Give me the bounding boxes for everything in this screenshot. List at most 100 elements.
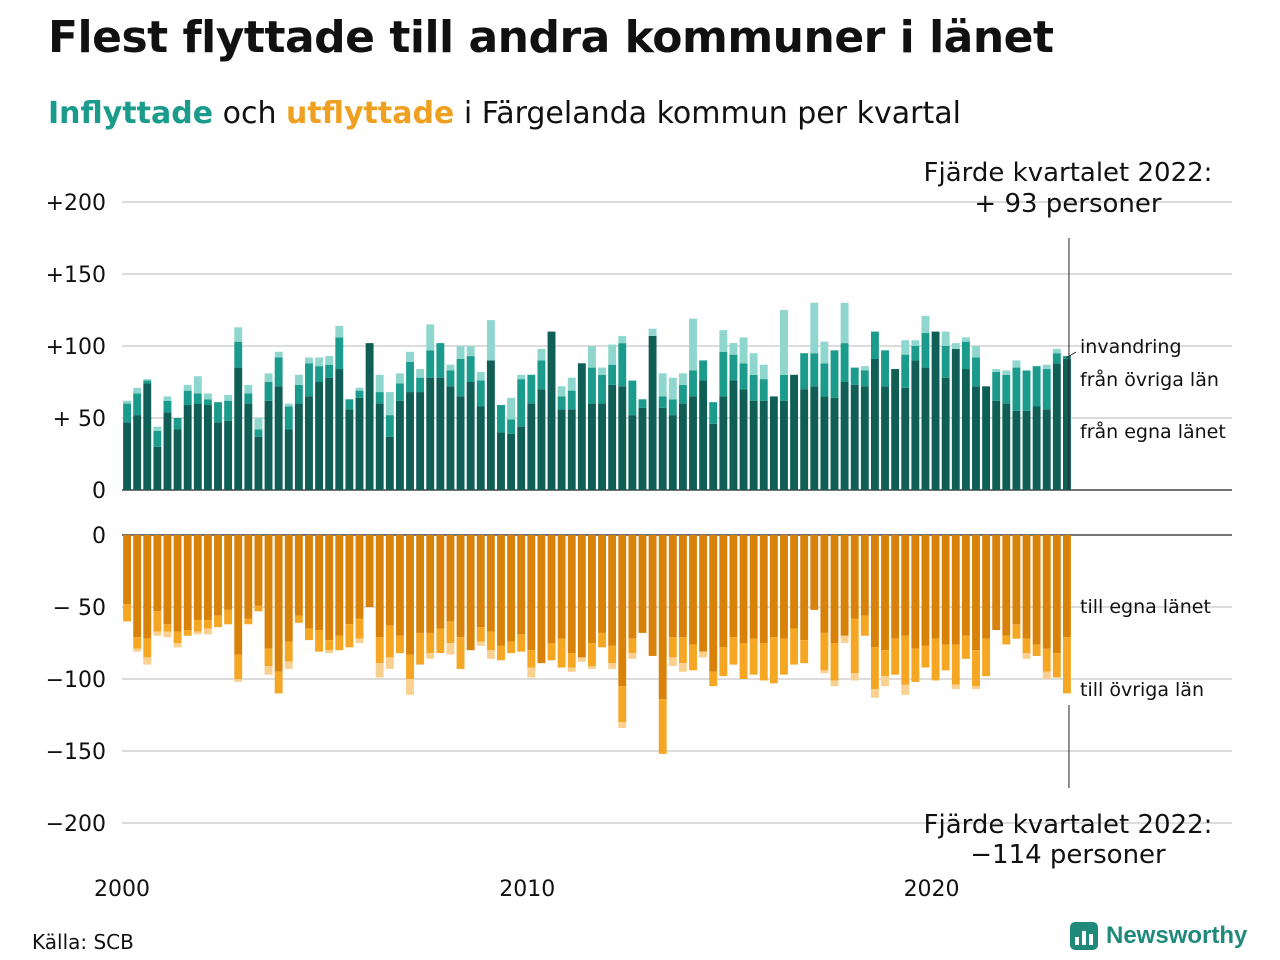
bar-out-segment	[678, 637, 687, 664]
bar-out-segment	[567, 535, 576, 654]
bar-out-segment	[385, 535, 394, 626]
bar-in-segment	[123, 403, 131, 423]
bar-in-segment	[153, 430, 162, 447]
bar-out-segment	[850, 673, 859, 681]
bar-out-segment	[790, 628, 799, 665]
bar-in-segment	[992, 371, 1001, 401]
bar-out-segment	[729, 637, 738, 665]
bar-out-segment	[800, 640, 809, 664]
bar-out-segment	[567, 667, 576, 672]
bar-out-segment	[840, 535, 849, 636]
bar-in-segment	[780, 374, 788, 401]
bar-out-segment	[173, 631, 182, 643]
bar-out-segment	[214, 535, 222, 616]
bar-out-segment	[214, 615, 222, 628]
bar-in-segment	[173, 429, 182, 490]
bar-out-segment	[668, 657, 677, 667]
bar-out-segment	[173, 535, 182, 632]
newsworthy-logo: Newsworthy	[1070, 922, 1247, 950]
bar-out-segment	[769, 535, 778, 638]
bar-in-segment	[385, 436, 394, 490]
bar-out-segment	[972, 535, 980, 651]
bar-in-segment	[446, 386, 455, 490]
bar-in-segment	[163, 412, 172, 490]
bar-in-segment	[537, 348, 546, 361]
bar-in-segment	[426, 350, 435, 378]
bar-in-segment	[729, 380, 738, 490]
bar-in-segment	[234, 367, 243, 490]
bar-in-segment	[143, 380, 152, 384]
bar-out-segment	[830, 680, 839, 687]
source-label: Källa: SCB	[32, 930, 134, 954]
bar-in-segment	[820, 341, 829, 364]
bar-in-segment	[355, 390, 364, 398]
bar-in-segment	[436, 377, 445, 490]
bar-in-segment	[739, 363, 748, 390]
bar-out-segment	[638, 535, 647, 633]
bar-out-segment	[527, 535, 536, 651]
bar-in-segment	[820, 363, 829, 397]
bar-in-segment	[961, 337, 970, 342]
bar-out-segment	[881, 676, 889, 687]
chart-subtitle: Inflyttade och utflyttade i Färgelanda k…	[48, 96, 961, 131]
y-tick-bottom: −100	[46, 668, 106, 693]
bar-out-segment	[284, 535, 293, 642]
bar-out-segment	[648, 535, 657, 656]
bar-in-segment	[820, 396, 829, 490]
bar-in-segment	[689, 396, 697, 490]
bar-in-segment	[507, 419, 516, 434]
bar-in-segment	[972, 346, 980, 358]
bar-out-segment	[335, 635, 344, 651]
bar-out-segment	[800, 535, 809, 641]
bar-in-segment	[375, 392, 384, 404]
bar-out-segment	[870, 535, 879, 648]
bar-out-segment	[476, 627, 485, 642]
bar-in-segment	[355, 397, 364, 490]
bar-in-segment	[951, 343, 960, 349]
bar-in-segment	[567, 377, 576, 391]
bar-out-segment	[759, 535, 768, 643]
bar-out-segment	[133, 648, 142, 652]
label-till-ovriga-lan: till övriga län	[1080, 679, 1204, 701]
bar-out-segment	[325, 650, 334, 654]
bar-in-segment	[749, 353, 758, 375]
bar-in-segment	[678, 384, 687, 404]
bar-in-segment	[173, 418, 182, 430]
bar-in-segment	[517, 374, 526, 380]
bar-out-segment	[1042, 648, 1051, 672]
bar-in-segment	[618, 386, 627, 490]
bar-in-segment	[305, 396, 313, 490]
bar-in-segment	[608, 364, 617, 385]
bar-in-segment	[1042, 369, 1051, 410]
bar-in-segment	[497, 432, 505, 490]
bar-out-segment	[739, 535, 748, 643]
bar-in-segment	[739, 389, 748, 490]
bar-in-segment	[244, 384, 253, 394]
bar-in-segment	[911, 340, 920, 346]
bar-out-segment	[1002, 635, 1011, 645]
bar-in-segment	[507, 397, 516, 420]
bar-out-segment	[911, 648, 920, 682]
bar-out-segment	[941, 535, 950, 645]
label-fran-egna-lanet: från egna länet	[1080, 420, 1226, 443]
bar-out-segment	[557, 638, 566, 668]
bar-out-segment	[860, 615, 869, 636]
bar-in-segment	[345, 399, 354, 410]
bar-out-segment	[921, 645, 930, 668]
bar-out-segment	[790, 535, 799, 629]
bar-in-segment	[133, 387, 142, 394]
bar-in-segment	[648, 328, 657, 336]
bar-out-segment	[203, 628, 212, 635]
bar-in-segment	[870, 331, 879, 359]
bar-out-segment	[911, 535, 920, 649]
x-tick: 2020	[904, 877, 960, 902]
bar-in-segment	[1022, 410, 1031, 490]
bar-in-segment	[183, 405, 192, 490]
bar-in-segment	[476, 406, 485, 490]
bar-in-segment	[961, 369, 970, 490]
bar-in-segment	[951, 348, 960, 490]
bar-out-segment	[183, 535, 192, 631]
bar-in-segment	[638, 407, 647, 490]
bar-in-segment	[992, 369, 1001, 372]
bar-in-segment	[214, 402, 222, 423]
